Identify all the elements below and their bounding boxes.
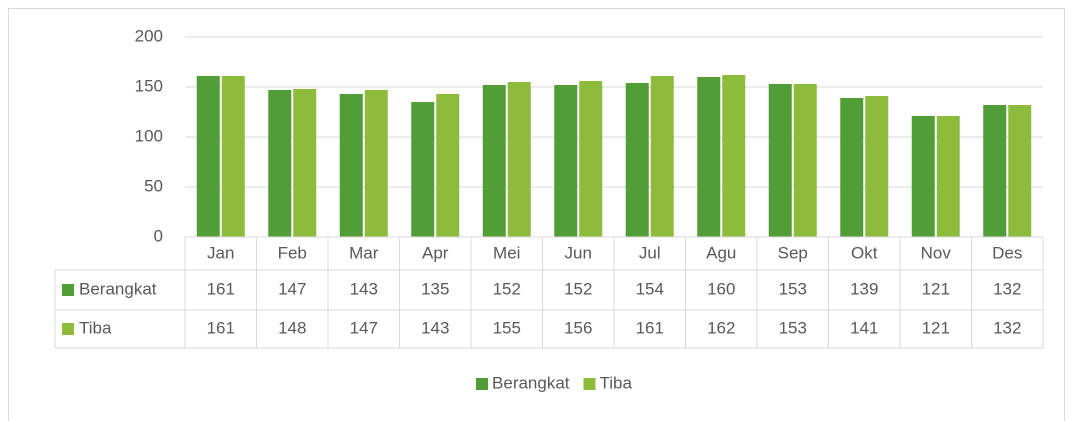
table-value: 155 [493,318,521,337]
bar [840,98,864,237]
table-value: 147 [278,279,306,298]
x-tick-label: Nov [921,243,952,262]
table-series-name: Berangkat [79,279,157,298]
bar [293,89,317,237]
table-legend-key [62,284,74,296]
table-value: 143 [350,279,378,298]
bar [722,75,746,237]
y-tick-label: 0 [154,226,163,245]
legend-label: Tiba [600,373,633,392]
bar [697,77,721,237]
bar [768,84,792,237]
bar [196,76,220,237]
bar [268,90,292,237]
legend: Berangkat Tiba [476,373,633,392]
table-value: 154 [636,279,664,298]
bar [936,116,960,237]
table-value: 132 [993,279,1021,298]
bar [436,94,460,237]
legend-label: Berangkat [492,373,570,392]
bar [507,82,531,237]
bar [579,81,603,237]
table-legend-key [62,323,74,335]
table-value: 121 [922,318,950,337]
x-tick-label: Okt [851,243,878,262]
bar [221,76,245,237]
table-value: 152 [564,279,592,298]
table-value: 143 [421,318,449,337]
table-value: 161 [207,318,235,337]
table-value: 135 [421,279,449,298]
table-value: 162 [707,318,735,337]
bar [911,116,935,237]
y-tick-label: 150 [135,76,163,95]
table-value: 141 [850,318,878,337]
x-tick-label: Agu [706,243,736,262]
table-value: 161 [636,318,664,337]
table-value: 121 [922,279,950,298]
chart-border [8,8,1065,421]
x-tick-label: Jun [565,243,592,262]
bar [793,84,817,237]
bar [650,76,674,237]
x-tick-label: Sep [778,243,808,262]
table-value: 148 [278,318,306,337]
bar [865,96,889,237]
bar [411,102,435,237]
table-value: 156 [564,318,592,337]
y-tick-label: 200 [135,26,163,45]
y-tick-label: 100 [135,126,163,145]
table-value: 153 [779,318,807,337]
bar [625,83,649,237]
y-tick-label: 50 [144,176,163,195]
bar [364,90,388,237]
table-value: 153 [779,279,807,298]
x-tick-label: Jul [639,243,661,262]
x-tick-label: Feb [278,243,307,262]
table-value: 152 [493,279,521,298]
legend-key [476,378,489,390]
x-tick-label: Mar [349,243,379,262]
table-value: 160 [707,279,735,298]
bar [1008,105,1032,237]
legend-key [583,378,596,390]
bar [554,85,578,237]
table-value: 139 [850,279,878,298]
x-tick-label: Jan [207,243,234,262]
x-tick-label: Des [992,243,1022,262]
bar [339,94,363,237]
table-value: 132 [993,318,1021,337]
table-series-name: Tiba [79,318,112,337]
x-tick-label: Apr [422,243,449,262]
table-value: 161 [207,279,235,298]
table-value: 147 [350,318,378,337]
x-tick-label: Mei [493,243,520,262]
bar [482,85,506,237]
bar [983,105,1007,237]
